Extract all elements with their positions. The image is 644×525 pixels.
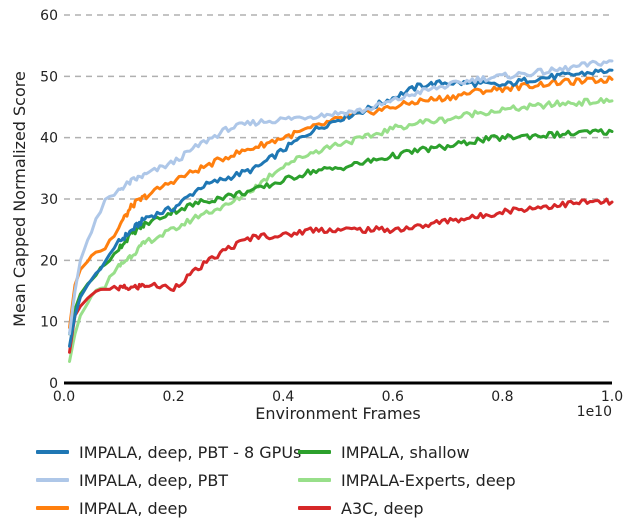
legend-swatch [298, 506, 331, 510]
y-tick-label: 30 [40, 192, 58, 208]
y-tick-label: 40 [40, 131, 58, 147]
series-lines [68, 59, 614, 363]
y-axis-label: Mean Capped Normalized Score [10, 71, 29, 327]
x-tick-label: 1.0 [601, 389, 623, 405]
series-line-5 [68, 197, 614, 354]
y-tick-label: 10 [40, 315, 58, 331]
x-tick-label: 0.8 [491, 389, 513, 405]
series-line-1 [68, 59, 614, 336]
legend-swatch [298, 478, 331, 482]
y-tick-label: 20 [40, 253, 58, 269]
legend-label: IMPALA, deep, PBT [79, 470, 229, 490]
legend-swatch [36, 450, 69, 454]
legend-item: IMPALA, deep, PBT [36, 468, 228, 492]
legend-swatch [36, 478, 69, 482]
y-tick-label: 60 [40, 8, 58, 24]
legend: IMPALA, deep, PBT - 8 GPUs IMPALA, deep, … [36, 440, 636, 520]
legend-item: IMPALA-Experts, deep [298, 468, 516, 492]
legend-item: IMPALA, deep [36, 496, 188, 520]
y-tick-label: 50 [40, 69, 58, 85]
y-tick-labels: 0 10 20 30 40 50 60 [40, 8, 58, 392]
x-tick-label: 0.0 [53, 389, 75, 405]
line-chart: 0 10 20 30 40 50 60 0.0 0.2 0.4 0.6 0.8 1.0 Environ… [10, 8, 623, 423]
series-line-4 [68, 97, 614, 363]
x-tick-labels: 0.0 0.2 0.4 0.6 0.8 1.0 [53, 389, 623, 405]
legend-label: IMPALA, deep [79, 498, 188, 518]
series-line-0 [68, 68, 614, 348]
x-tick-label: 0.2 [162, 389, 184, 405]
legend-swatch [298, 450, 331, 454]
legend-label: IMPALA-Experts, deep [341, 470, 516, 490]
legend-item: IMPALA, shallow [298, 440, 470, 464]
y-tick-label: 0 [49, 376, 58, 392]
series-line-3 [68, 128, 614, 336]
legend-item: A3C, deep [298, 496, 423, 520]
x-tick-label: 0.6 [382, 389, 404, 405]
x-axis-label: Environment Frames [255, 404, 420, 423]
series-line-2 [68, 75, 614, 330]
x-offset-label: 1e10 [577, 404, 612, 420]
legend-item: IMPALA, deep, PBT - 8 GPUs [36, 440, 301, 464]
x-tick-label: 0.4 [272, 389, 294, 405]
legend-label: IMPALA, shallow [341, 442, 470, 462]
legend-label: A3C, deep [341, 498, 424, 518]
legend-label: IMPALA, deep, PBT - 8 GPUs [79, 442, 302, 462]
legend-swatch [36, 506, 69, 510]
